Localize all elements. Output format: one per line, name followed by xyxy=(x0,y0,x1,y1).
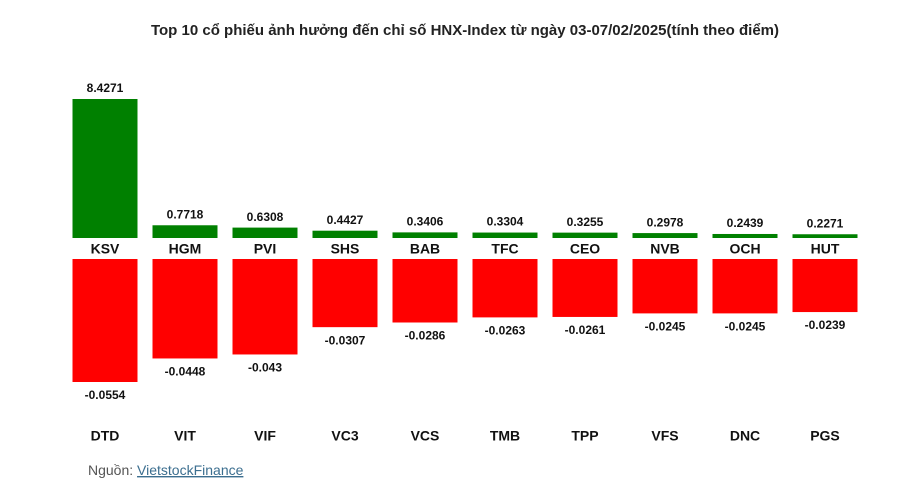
category-label: HUT xyxy=(811,241,840,257)
category-label: DNC xyxy=(730,428,760,444)
value-label: 0.3406 xyxy=(407,215,444,229)
value-label: 0.2439 xyxy=(727,216,764,230)
bar xyxy=(792,234,858,238)
bar xyxy=(312,230,378,238)
category-label: OCH xyxy=(729,241,760,257)
category-label: TPP xyxy=(571,428,598,444)
value-label: -0.0245 xyxy=(645,320,686,334)
value-label: 0.4427 xyxy=(327,213,364,227)
category-label: HGM xyxy=(169,241,202,257)
bar xyxy=(392,232,458,238)
category-label: CEO xyxy=(570,241,600,257)
value-label: -0.0554 xyxy=(85,388,126,402)
value-label: -0.0286 xyxy=(405,329,446,343)
source-link[interactable]: VietstockFinance xyxy=(137,462,244,478)
value-label: 0.7718 xyxy=(167,207,204,221)
bar xyxy=(152,259,218,359)
bar xyxy=(72,259,138,382)
category-label: VIT xyxy=(174,428,196,444)
value-label: 8.4271 xyxy=(87,81,124,95)
value-label: 0.2271 xyxy=(807,216,844,230)
value-label: -0.0261 xyxy=(565,323,606,337)
category-label: TFC xyxy=(491,241,518,257)
category-label: NVB xyxy=(650,241,680,257)
bar xyxy=(312,259,378,328)
bar xyxy=(152,225,218,238)
category-label: PGS xyxy=(810,428,840,444)
bar xyxy=(552,259,618,317)
bar xyxy=(232,259,298,355)
bar xyxy=(552,232,618,238)
bar xyxy=(472,232,538,238)
value-label: -0.0307 xyxy=(325,333,366,347)
value-label: -0.043 xyxy=(248,361,282,375)
bar xyxy=(632,259,698,314)
bar xyxy=(232,227,298,238)
bar xyxy=(792,259,858,313)
value-label: 0.3304 xyxy=(487,215,524,229)
value-label: 0.2978 xyxy=(647,215,684,229)
chart-title: Top 10 cổ phiếu ảnh hưởng đến chỉ số HNX… xyxy=(151,22,779,39)
category-label: KSV xyxy=(91,241,120,257)
category-label: SHS xyxy=(331,241,360,257)
source: Nguồn: VietstockFinance xyxy=(88,462,244,478)
value-label: -0.0245 xyxy=(725,320,766,334)
category-label: VCS xyxy=(411,428,440,444)
value-label: -0.0263 xyxy=(485,324,526,338)
value-label: 0.6308 xyxy=(247,210,284,224)
bar xyxy=(712,233,778,238)
bar xyxy=(72,99,138,238)
value-label: -0.0448 xyxy=(165,365,206,379)
bar xyxy=(392,259,458,323)
category-label: VIF xyxy=(254,428,276,444)
bar xyxy=(712,259,778,314)
category-label: DTD xyxy=(91,428,120,444)
bar xyxy=(632,233,698,238)
category-label: TMB xyxy=(490,428,520,444)
bar xyxy=(472,259,538,318)
value-label: -0.0239 xyxy=(805,318,846,332)
category-label: VC3 xyxy=(331,428,358,444)
source-prefix: Nguồn: xyxy=(88,462,133,478)
category-label: PVI xyxy=(254,241,277,257)
value-label: 0.3255 xyxy=(567,215,604,229)
category-label: BAB xyxy=(410,241,440,257)
category-label: VFS xyxy=(651,428,678,444)
